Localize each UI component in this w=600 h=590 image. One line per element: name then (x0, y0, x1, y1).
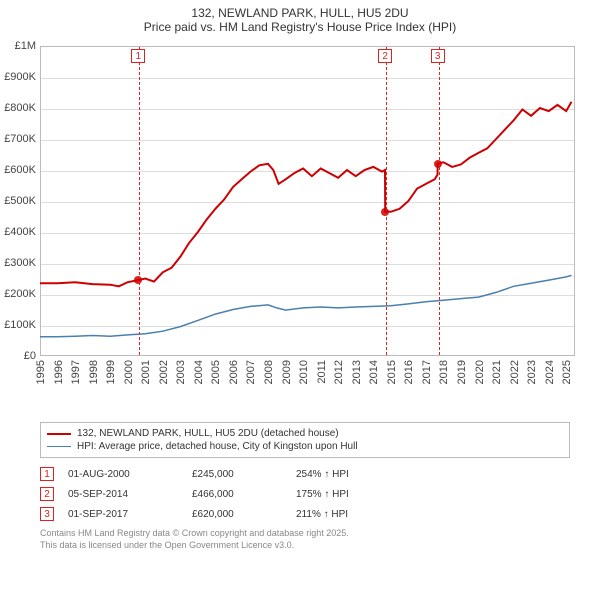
x-axis-label: 2011 (316, 360, 328, 384)
x-axis-label: 2009 (281, 360, 293, 384)
sale-pct: 211% ↑ HPI (296, 509, 406, 520)
sale-price: £245,000 (192, 469, 282, 480)
x-axis-label: 2000 (123, 360, 135, 384)
sale-pct: 175% ↑ HPI (296, 489, 406, 500)
chart-title: 132, NEWLAND PARK, HULL, HU5 2DU Price p… (0, 0, 600, 36)
x-axis-label: 2012 (333, 360, 345, 384)
chart-area: £0£100K£200K£300K£400K£500K£600K£700K£80… (0, 36, 600, 418)
footer-line-1: Contains HM Land Registry data © Crown c… (40, 528, 570, 540)
title-line-1: 132, NEWLAND PARK, HULL, HU5 2DU (8, 6, 592, 20)
x-axis-label: 2020 (474, 360, 486, 384)
sale-price: £466,000 (192, 489, 282, 500)
sale-table: 1 01-AUG-2000 £245,000 254% ↑ HPI 2 05-SEP-20… (40, 464, 570, 524)
x-axis-label: 1998 (88, 360, 100, 384)
legend-item: HPI: Average price, detached house, City… (47, 440, 563, 453)
series-hpi (40, 275, 572, 336)
sale-row-number: 1 (40, 467, 54, 481)
x-axis-label: 1999 (105, 360, 117, 384)
series-svg (0, 36, 580, 361)
legend: 132, NEWLAND PARK, HULL, HU5 2DU (detach… (40, 422, 570, 458)
x-axis-label: 2018 (438, 360, 450, 384)
x-axis-label: 2016 (403, 360, 415, 384)
sale-row-number: 3 (40, 507, 54, 521)
x-axis-label: 2008 (263, 360, 275, 384)
footer-line-2: This data is licensed under the Open Gov… (40, 540, 570, 552)
x-axis-label: 2024 (544, 360, 556, 384)
x-axis-label: 2001 (140, 360, 152, 384)
x-axis-label: 2015 (386, 360, 398, 384)
series-price_paid (40, 102, 572, 286)
legend-swatch (47, 433, 71, 435)
x-axis-label: 2003 (175, 360, 187, 384)
sale-row: 3 01-SEP-2017 £620,000 211% ↑ HPI (40, 504, 570, 524)
x-axis-label: 2017 (421, 360, 433, 384)
sale-date: 05-SEP-2014 (68, 489, 178, 500)
x-axis-label: 2007 (245, 360, 257, 384)
x-axis-label: 2019 (456, 360, 468, 384)
sale-row: 2 05-SEP-2014 £466,000 175% ↑ HPI (40, 484, 570, 504)
x-axis-label: 2022 (509, 360, 521, 384)
x-axis-label: 1995 (35, 360, 47, 384)
sale-row: 1 01-AUG-2000 £245,000 254% ↑ HPI (40, 464, 570, 484)
legend-swatch (47, 446, 71, 447)
legend-label: HPI: Average price, detached house, City… (77, 441, 358, 452)
x-axis-label: 2010 (298, 360, 310, 384)
x-axis-label: 2004 (193, 360, 205, 384)
sale-date: 01-AUG-2000 (68, 469, 178, 480)
x-axis-label: 2006 (228, 360, 240, 384)
x-axis-label: 2014 (368, 360, 380, 384)
legend-label: 132, NEWLAND PARK, HULL, HU5 2DU (detach… (77, 428, 339, 439)
sale-pct: 254% ↑ HPI (296, 469, 406, 480)
legend-item: 132, NEWLAND PARK, HULL, HU5 2DU (detach… (47, 427, 563, 440)
sale-price: £620,000 (192, 509, 282, 520)
sale-date: 01-SEP-2017 (68, 509, 178, 520)
footer-attribution: Contains HM Land Registry data © Crown c… (40, 528, 570, 551)
x-axis-label: 2023 (526, 360, 538, 384)
x-axis-label: 1996 (53, 360, 65, 384)
x-axis-label: 2005 (210, 360, 222, 384)
x-axis-label: 2013 (351, 360, 363, 384)
x-axis-label: 2002 (158, 360, 170, 384)
x-axis-label: 2025 (561, 360, 573, 384)
sale-row-number: 2 (40, 487, 54, 501)
title-line-2: Price paid vs. HM Land Registry's House … (8, 20, 592, 34)
x-axis-label: 1997 (70, 360, 82, 384)
x-axis-label: 2021 (491, 360, 503, 384)
page-container: 132, NEWLAND PARK, HULL, HU5 2DU Price p… (0, 0, 600, 551)
